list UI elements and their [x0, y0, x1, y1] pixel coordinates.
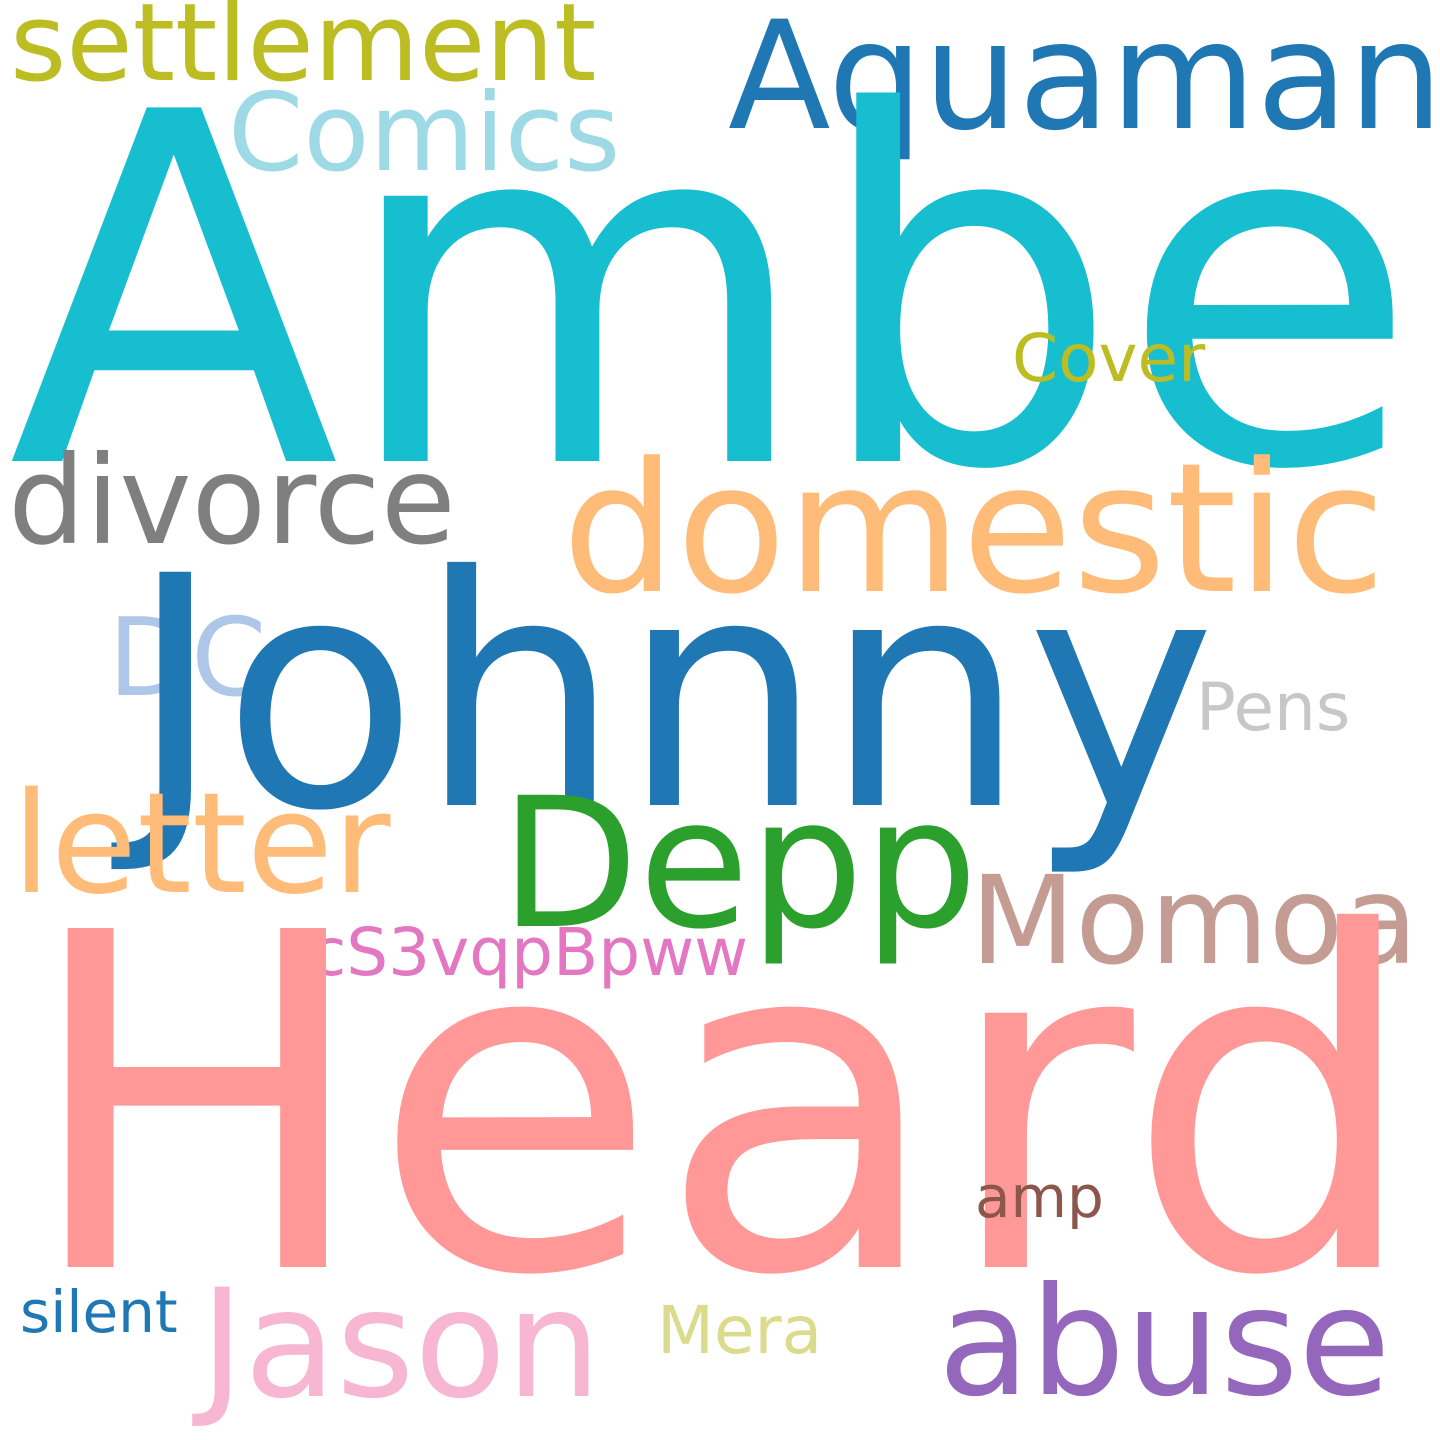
word-momoa: Momoa: [970, 850, 1419, 992]
word-heard: Heard: [22, 835, 1421, 1377]
word-abuse: abuse: [938, 1256, 1391, 1430]
word-amp: amp: [975, 1163, 1104, 1231]
word-silent: silent: [20, 1278, 178, 1346]
word-amber: Amber: [8, 12, 1440, 576]
word-johnny: Johnny: [128, 509, 1216, 881]
word-comics: Comics: [228, 71, 621, 196]
word-jason: Jason: [200, 1258, 602, 1432]
word-depp: Depp: [500, 760, 978, 969]
word-divorce: divorce: [8, 430, 456, 572]
word-settlement: settlement: [10, 0, 597, 106]
word-cs3vqpbpww: cS3vqpBpww: [310, 914, 749, 991]
word-cover: Cover: [1012, 320, 1206, 397]
word-letter: letter: [12, 763, 391, 926]
word-domestic: domestic: [562, 425, 1386, 634]
word-mera: Mera: [657, 1292, 823, 1369]
word-dc: DC: [108, 596, 267, 721]
word-aquaman: Aquaman: [728, 0, 1440, 164]
word-pens: Pens: [1196, 669, 1351, 746]
